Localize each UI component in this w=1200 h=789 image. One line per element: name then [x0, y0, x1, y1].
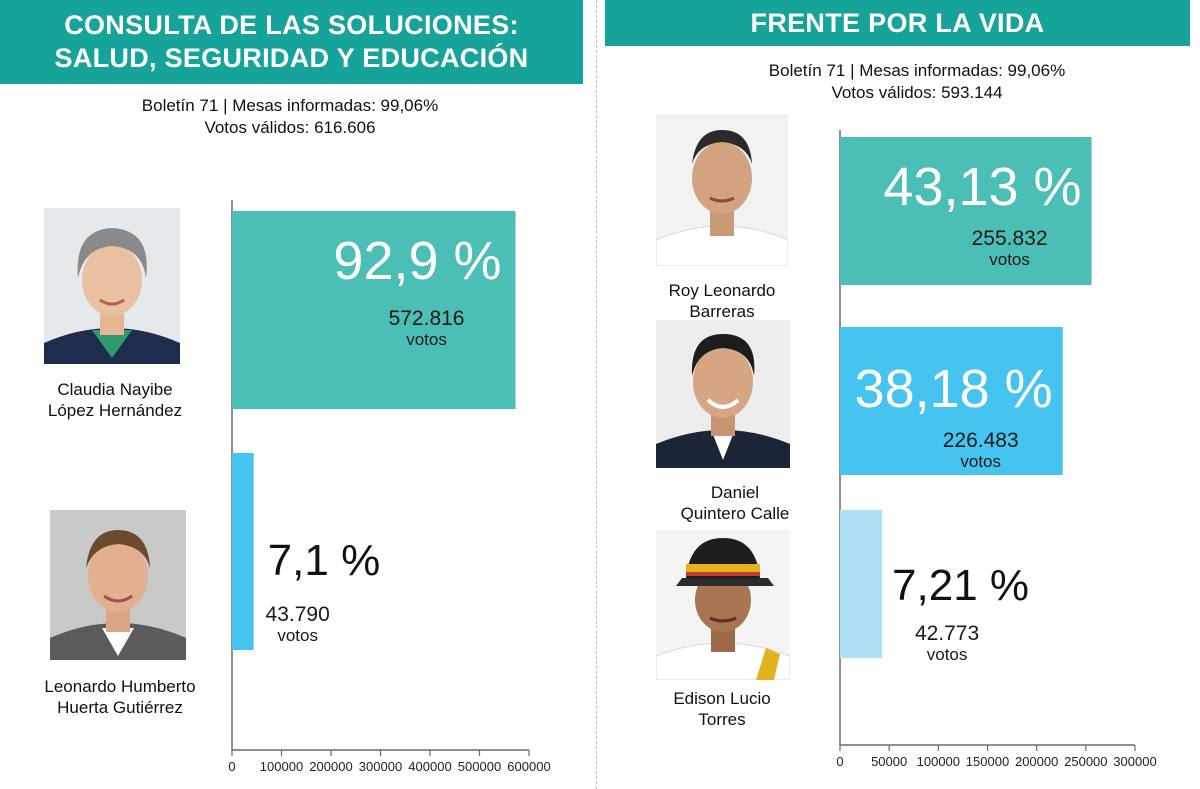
bar [840, 327, 1063, 475]
bar-chart-left: 0 100000 200000 300000 400000 500000 600000 92,… [228, 200, 551, 774]
x-tick-label: 0 [836, 754, 843, 769]
valid-votes: Votos válidos: 616.606 [204, 118, 376, 137]
data-label-percent: 92,9 % [333, 231, 501, 291]
candidate-name: Daniel Quintero Calle [680, 483, 790, 523]
data-label-votes: 572.816 [389, 307, 465, 330]
data-label-votes: 226.483 [943, 429, 1019, 452]
candidate-name: Claudia Nayibe López Hernández [47, 380, 183, 420]
x-tick-label: 50000 [871, 754, 907, 769]
x-tick-label: 400000 [408, 759, 451, 774]
bar [232, 211, 516, 409]
candidate-name: Roy Leonardo Barreras [668, 281, 776, 321]
data-label-percent: 43,13 % [883, 157, 1081, 217]
panel-frente-por-la-vida: FRENTE POR LA VIDA Boletín 71 | Mesas in… [602, 0, 1200, 789]
candidate-photo [656, 530, 790, 680]
x-tick-label: 100000 [917, 754, 960, 769]
bar [840, 137, 1092, 285]
x-tick-label: 500000 [458, 759, 501, 774]
valid-votes: Votos válidos: 593.144 [831, 83, 1003, 102]
bar [232, 453, 254, 650]
data-label-unit: votos [989, 250, 1030, 269]
x-tick-label: 150000 [966, 754, 1009, 769]
x-tick-label: 100000 [260, 759, 303, 774]
data-label-votes: 43.790 [266, 603, 330, 626]
bar [840, 510, 883, 658]
chart-subtitle: Boletín 71 | Mesas informadas: 99,06% Vo… [60, 95, 520, 139]
x-tick-label: 300000 [1113, 754, 1156, 769]
panel-consulta-soluciones: CONSULTA DE LAS SOLUCIONES: SALUD, SEGUR… [0, 0, 592, 789]
x-tick-label: 0 [228, 759, 235, 774]
candidate-photo [656, 320, 790, 468]
chart-title: CONSULTA DE LAS SOLUCIONES: SALUD, SEGUR… [0, 0, 583, 84]
candidate-name: Leonardo Humberto Huerta Gutiérrez [44, 677, 196, 717]
candidate-name: Edison Lucio Torres [673, 689, 771, 729]
x-tick-label: 200000 [1015, 754, 1058, 769]
data-label-percent: 7,21 % [892, 561, 1029, 610]
panel-divider [596, 0, 597, 789]
chart-subtitle: Boletín 71 | Mesas informadas: 99,06% Vo… [717, 60, 1117, 104]
data-label-unit: votos [927, 645, 968, 664]
candidate-photo [656, 114, 788, 266]
x-tick-label: 250000 [1064, 754, 1107, 769]
bar-chart-right: 0 50000 100000 150000 200000 250000 300000 43,1… [836, 130, 1157, 769]
bulletin-info: Boletín 71 | Mesas informadas: 99,06% [768, 61, 1066, 80]
candidate-photo [50, 510, 186, 660]
data-label-percent: 7,1 % [268, 536, 381, 585]
data-label-unit: votos [960, 452, 1001, 471]
candidate-photo [44, 208, 180, 364]
bulletin-info: Boletín 71 | Mesas informadas: 99,06% [141, 96, 439, 115]
data-label-unit: votos [406, 330, 447, 349]
x-tick-label: 300000 [359, 759, 402, 774]
x-tick-label: 600000 [507, 759, 550, 774]
data-label-unit: votos [277, 626, 318, 645]
chart-title: FRENTE POR LA VIDA [605, 0, 1190, 46]
x-tick-label: 200000 [309, 759, 352, 774]
data-label-votes: 255.832 [972, 227, 1048, 250]
data-label-votes: 42.773 [915, 622, 979, 645]
data-label-percent: 38,18 % [855, 359, 1053, 419]
